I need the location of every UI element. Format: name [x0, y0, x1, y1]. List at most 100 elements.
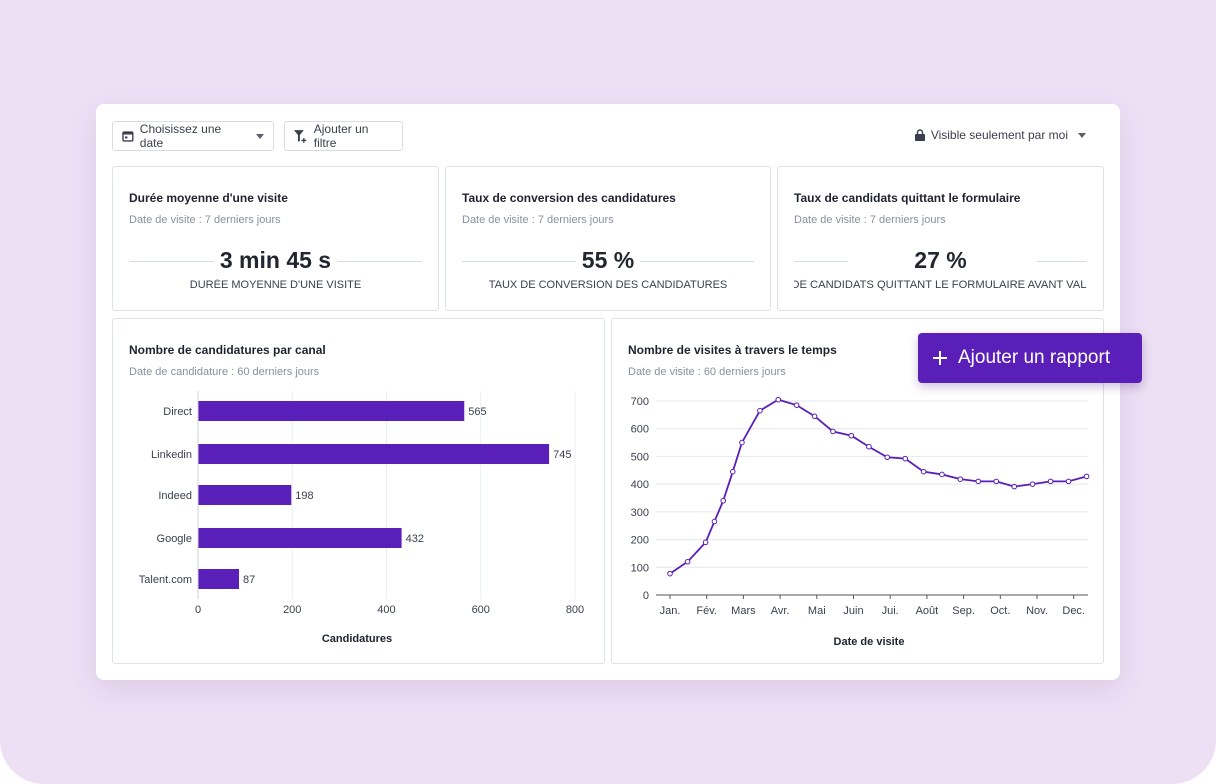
- y-tick-label: 500: [631, 451, 649, 463]
- visibility-label: Visible seulement par moi: [930, 128, 1068, 142]
- data-point: [1029, 481, 1036, 487]
- data-point: [1011, 483, 1018, 490]
- kpi-title: Durée moyenne d'une visite: [129, 191, 288, 205]
- kpi-title: Taux de conversion des candidatures: [462, 191, 676, 205]
- data-point: [830, 428, 836, 435]
- bar: [198, 485, 292, 505]
- x-tick-label: 200: [283, 604, 301, 616]
- data-label: 87: [243, 574, 255, 586]
- bar: [198, 569, 239, 589]
- x-tick-label: Jan.: [660, 605, 681, 617]
- x-tick-label: Dec.: [1062, 605, 1085, 617]
- date-picker-label: Choisissez une date: [139, 122, 222, 150]
- x-tick-label: Jui.: [882, 605, 899, 617]
- data-point: [684, 558, 691, 565]
- add-report-label: Ajouter un rapport: [958, 347, 1111, 368]
- data-point: [1083, 473, 1090, 480]
- y-tick-label: 200: [631, 535, 649, 547]
- data-point: [920, 468, 927, 475]
- bar-chart: 0 200 400 600 800 Direct 565 Linkedin 745 Indeed 1…: [139, 391, 584, 645]
- data-label: 198: [295, 490, 313, 502]
- y-tick-label: 100: [631, 562, 649, 574]
- category-label: Indeed: [158, 490, 192, 502]
- x-tick-label: 800: [566, 604, 584, 616]
- data-point: [711, 518, 718, 525]
- data-label: 432: [406, 533, 424, 545]
- lock-icon: [914, 129, 925, 141]
- data-point: [739, 439, 745, 446]
- chart-title: Nombre de visites à travers le temps: [628, 343, 837, 357]
- add-report-button[interactable]: Ajouter un rapport: [918, 333, 1142, 383]
- bar: [198, 444, 550, 464]
- x-tick-label: Juin: [843, 605, 863, 617]
- chevron-down-icon: [256, 133, 264, 139]
- kpi-subtitle: Date de visite : 7 derniers jours: [794, 214, 946, 226]
- category-label: Google: [157, 533, 192, 545]
- bar: [198, 528, 402, 548]
- x-tick-label: Août: [916, 605, 939, 617]
- kpi-card-conversion: Taux de conversion des candidatures Date…: [445, 166, 771, 311]
- x-tick-label: Mai: [808, 605, 826, 617]
- x-tick-label: Sep.: [952, 605, 975, 617]
- kpi-card-abandon: Taux de candidats quittant le formulaire…: [777, 166, 1104, 311]
- divider: [1037, 261, 1087, 262]
- x-tick-label: Nov.: [1026, 605, 1048, 617]
- data-point: [720, 497, 727, 504]
- data-point: [866, 443, 872, 450]
- data-point: [939, 471, 945, 478]
- category-label: Talent.com: [139, 574, 192, 586]
- divider: [794, 261, 848, 262]
- bar: [198, 401, 465, 421]
- data-label: 745: [553, 449, 571, 461]
- kpi-label: DURÉE MOYENNE D'UNE VISITE: [189, 279, 362, 291]
- data-point: [667, 570, 673, 577]
- data-point: [702, 539, 709, 546]
- filter-add-icon: [294, 129, 307, 143]
- kpi-subtitle: Date de visite : 7 derniers jours: [129, 214, 281, 226]
- kpi-label: DE CANDIDATS QUITTANT LE FORMULAIRE AVAN…: [794, 279, 1087, 291]
- data-point: [729, 468, 736, 475]
- y-tick-label: 700: [631, 396, 649, 408]
- kpi-value: 55 %: [575, 247, 641, 273]
- x-tick-label: 600: [472, 604, 490, 616]
- category-label: Linkedin: [151, 449, 192, 461]
- kpi-card-average-visit: Durée moyenne d'une visite Date de visit…: [112, 166, 439, 311]
- data-point: [793, 402, 800, 408]
- x-tick-label: Oct.: [990, 605, 1010, 617]
- bar-chart-card: Nombre de candidatures par canal Date de…: [112, 318, 605, 664]
- x-axis-title: Date de visite: [834, 636, 905, 648]
- data-point: [884, 454, 891, 461]
- data-point: [848, 432, 855, 439]
- y-tick-label: 300: [631, 507, 649, 519]
- chart-subtitle: Date de visite : 60 derniers jours: [628, 366, 786, 378]
- data-point: [757, 407, 763, 414]
- data-point: [1065, 478, 1072, 485]
- data-point: [957, 476, 964, 482]
- category-label: Direct: [163, 406, 192, 418]
- data-point: [975, 478, 982, 485]
- x-tick-label: Fév.: [696, 605, 717, 617]
- data-point: [902, 455, 909, 462]
- dashboard-panel: Choisissez une date Ajouter un filtre Vi…: [96, 104, 1120, 680]
- x-tick-label: Avr.: [771, 605, 790, 617]
- x-axis-title: Candidatures: [322, 633, 392, 645]
- visibility-dropdown[interactable]: Visible seulement par moi: [914, 128, 1086, 142]
- add-filter-label: Ajouter un filtre: [313, 122, 369, 150]
- kpi-title: Taux de candidats quittant le formulaire: [794, 191, 1021, 205]
- x-tick-label: 400: [377, 604, 395, 616]
- line-chart: 0 100 200 300 400 500 600 700 Jan. Fév. Mars Avr. Ma…: [631, 396, 1090, 648]
- date-picker-button[interactable]: Choisissez une date: [112, 121, 274, 151]
- kpi-label: TAUX DE CONVERSION DES CANDIDATURES: [488, 279, 728, 291]
- y-tick-label: 400: [631, 479, 649, 491]
- chart-subtitle: Date de candidature : 60 derniers jours: [129, 366, 320, 378]
- add-filter-button[interactable]: Ajouter un filtre: [284, 121, 403, 151]
- data-point: [811, 413, 818, 420]
- kpi-value: 27 %: [908, 247, 973, 273]
- data-point: [993, 478, 1000, 485]
- chevron-down-icon: [1078, 132, 1086, 138]
- x-tick-label: 0: [195, 604, 201, 616]
- series-line: [669, 398, 1087, 575]
- calendar-icon: [122, 131, 134, 142]
- plus-icon: [933, 351, 947, 365]
- x-tick-label: Mars: [731, 605, 756, 617]
